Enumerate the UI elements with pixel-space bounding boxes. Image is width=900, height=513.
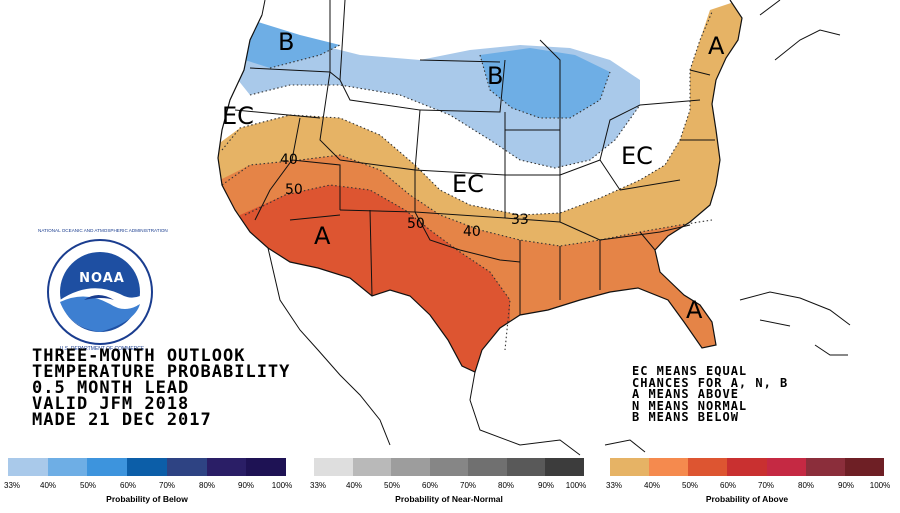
tick-label: 50% xyxy=(681,481,699,490)
colorbar-swatch xyxy=(506,458,546,476)
colorbar-swatch xyxy=(844,458,884,476)
label-a-northeast: A xyxy=(708,32,725,60)
tick-label: 50% xyxy=(383,481,401,490)
noaa-ring-bottom: U.S. DEPARTMENT OF COMMERCE xyxy=(59,346,145,352)
tick-label: 100% xyxy=(869,481,891,490)
noaa-logo xyxy=(47,239,153,345)
label-b-northwest: B xyxy=(278,28,295,56)
tick-label: 90% xyxy=(837,481,855,490)
title-line: TEMPERATURE PROBABILITY xyxy=(32,362,291,382)
legend-line: EC MEANS EQUAL xyxy=(632,364,748,378)
label-ec-ohio-valley: EC xyxy=(621,142,653,170)
tick-label: 80% xyxy=(198,481,216,490)
neighbor-outlines xyxy=(267,0,851,456)
tick-label: 100% xyxy=(565,481,587,490)
contour-label-40-central: 40 xyxy=(463,224,481,240)
label-ec-west: EC xyxy=(222,102,254,130)
legend-line: B MEANS BELOW xyxy=(632,410,739,424)
ec-legend-block: EC MEANS EQUAL CHANCES FOR A, N, B A MEA… xyxy=(632,365,788,423)
colorbar-above xyxy=(610,458,884,476)
tick-label: 40% xyxy=(643,481,661,490)
title-line: 0.5 MONTH LEAD xyxy=(32,378,190,398)
colorbar-swatch xyxy=(610,458,650,476)
label-a-southwest: A xyxy=(314,222,331,250)
colorbar-near-normal-caption: Probability of Near-Normal xyxy=(395,494,503,504)
noaa-text-overlay: NOAA NATIONAL OCEANIC AND ATMOSPHERIC AD… xyxy=(38,228,168,352)
colorbar-swatch xyxy=(246,458,287,476)
colorbar-swatch xyxy=(47,458,88,476)
contour-label-50-west: 50 xyxy=(285,182,303,198)
colorbar-above-caption: Probability of Above xyxy=(705,494,789,504)
tick-label: 60% xyxy=(719,481,737,490)
noaa-acronym: NOAA xyxy=(79,271,125,286)
colorbar-swatch xyxy=(352,458,392,476)
probability-contours xyxy=(221,11,713,351)
tick-label: 70% xyxy=(459,481,477,490)
us-coastline xyxy=(217,0,743,373)
tick-label: 33% xyxy=(605,481,623,490)
tick-label: 100% xyxy=(271,481,293,490)
tick-label: 50% xyxy=(79,481,97,490)
title-line: THREE-MONTH OUTLOOK xyxy=(32,346,246,366)
tick-label: 40% xyxy=(39,481,57,490)
title-line: MADE 21 DEC 2017 xyxy=(32,410,212,430)
colorbar-swatch xyxy=(649,458,689,476)
noaa-ring-top: NATIONAL OCEANIC AND ATMOSPHERIC ADMINIS… xyxy=(38,228,168,233)
colorbar-swatch xyxy=(545,458,585,476)
colorbar-near-normal xyxy=(314,458,585,476)
contour-label-40-west: 40 xyxy=(280,152,298,168)
legend-line: A MEANS ABOVE xyxy=(632,387,739,401)
outlook-title-block: THREE-MONTH OUTLOOK TEMPERATURE PROBABIL… xyxy=(32,346,291,430)
colorbar-swatch xyxy=(688,458,728,476)
tick-label: 60% xyxy=(119,481,137,490)
tick-label: 90% xyxy=(237,481,255,490)
tick-label: 33% xyxy=(309,481,327,490)
colorbar-below-caption: Probability of Below xyxy=(106,494,188,504)
colorbar-swatch xyxy=(87,458,128,476)
tick-label: 60% xyxy=(421,481,439,490)
colorbar-below-ticks: 33% 40% 50% 60% 70% 80% 90% 100% xyxy=(4,481,292,491)
tick-label: 70% xyxy=(757,481,775,490)
legend-line: N MEANS NORMAL xyxy=(632,398,748,413)
tick-label: 80% xyxy=(797,481,815,490)
colorbar-swatch xyxy=(8,458,48,476)
tick-label: 80% xyxy=(497,481,515,490)
colorbar-swatch xyxy=(206,458,247,476)
colorbar-below xyxy=(8,458,287,476)
tick-label: 40% xyxy=(345,481,363,490)
legend-line: CHANCES FOR A, N, B xyxy=(632,375,789,390)
colorbar-swatch xyxy=(468,458,507,476)
below-40-great-lakes xyxy=(480,48,610,118)
label-a-florida: A xyxy=(686,296,703,324)
colorbar-swatch xyxy=(429,458,469,476)
tick-label: 90% xyxy=(537,481,555,490)
state-boundaries xyxy=(234,0,715,315)
colorbar-swatch xyxy=(766,458,806,476)
label-ec-central: EC xyxy=(452,170,484,198)
contour-label-33-central: 33 xyxy=(511,212,529,228)
tick-label: 33% xyxy=(3,481,21,490)
title-line: VALID JFM 2018 xyxy=(32,394,190,414)
colorbar-swatch xyxy=(314,458,353,476)
contour-label-50-central: 50 xyxy=(407,216,425,232)
colorbar-swatch xyxy=(391,458,430,476)
colorbar-swatch xyxy=(127,458,167,476)
label-b-great-lakes: B xyxy=(487,62,504,90)
colorbar-near-normal-ticks: 33% 40% 50% 60% 70% 80% 90% 100% xyxy=(310,481,587,491)
colorbar-swatch xyxy=(805,458,845,476)
below-40-region xyxy=(245,18,340,68)
colorbar-swatch xyxy=(727,458,767,476)
colorbar-swatch xyxy=(166,458,207,476)
colorbar-above-ticks: 33% 40% 50% 60% 70% 80% 90% 100% xyxy=(606,481,890,491)
tick-label: 70% xyxy=(158,481,176,490)
